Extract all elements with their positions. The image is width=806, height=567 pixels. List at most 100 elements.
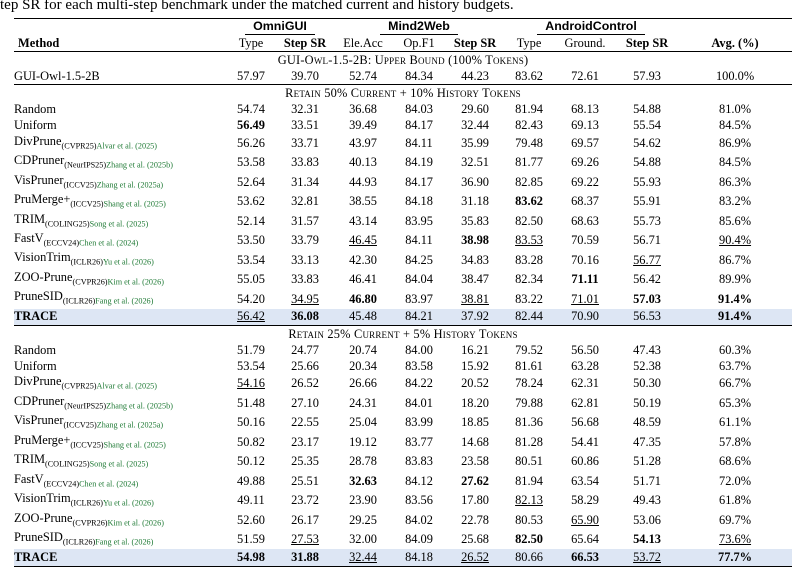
- value-text: 82.50: [515, 532, 543, 547]
- method-venue: (NeurIPS25): [64, 160, 107, 170]
- value-text: 26.52: [461, 550, 489, 565]
- header-androidcontrol: AndroidControl: [504, 18, 679, 36]
- value-text: 85.6%: [719, 213, 752, 228]
- value-text: 82.85: [515, 174, 543, 189]
- method-venue: (ICCV25): [63, 180, 97, 190]
- value-cell: 27.62: [446, 472, 504, 491]
- value-text: 84.17: [405, 174, 433, 189]
- method-name: TRACE: [14, 550, 58, 565]
- value-text: 55.93: [633, 174, 661, 189]
- method-cell: Random: [14, 342, 226, 358]
- value-cell: 42.30: [334, 250, 392, 269]
- value-cell: 54.20: [226, 289, 276, 308]
- value-cell: 77.7%: [678, 549, 793, 567]
- value-cell: 84.09: [392, 530, 446, 549]
- method-name: Random: [14, 342, 56, 357]
- method-cell: DivPrune(CVPR25)Alvar et al. (2025): [14, 134, 226, 153]
- method-citation: Alvar et al. (2025): [96, 141, 158, 151]
- value-text: 69.7%: [719, 512, 752, 527]
- value-text: 56.77: [633, 252, 661, 267]
- value-text: 83.95: [405, 213, 433, 228]
- value-cell: 86.3%: [678, 173, 792, 192]
- value-cell: 32.31: [276, 101, 334, 117]
- method-cell: ZOO-Prune(CVPR26)Kim et al. (2026): [14, 511, 226, 530]
- method-name: ZOO-Prune: [14, 269, 73, 284]
- method-cell: VisPruner(ICCV25)Zhang et al. (2025a): [14, 413, 226, 432]
- value-text: 100.0%: [715, 68, 755, 83]
- value-cell: 68.13: [554, 101, 616, 117]
- method-citation: Zhang et al. (2025a): [96, 180, 164, 190]
- value-text: 29.60: [461, 102, 489, 117]
- value-cell: 69.22: [554, 173, 616, 192]
- method-name: VisionTrim: [14, 491, 71, 506]
- value-text: 70.16: [571, 252, 599, 267]
- value-cell: 86.9%: [678, 134, 792, 153]
- value-text: 51.79: [237, 342, 265, 357]
- value-text: 36.90: [461, 174, 489, 189]
- value-cell: 49.43: [616, 491, 678, 510]
- value-cell: 20.52: [446, 374, 504, 393]
- method-name: Uniform: [14, 118, 57, 133]
- value-cell: 89.9%: [678, 270, 792, 289]
- method-citation: Kim et al. (2026): [107, 518, 164, 527]
- value-cell: 51.71: [616, 472, 678, 491]
- benchmark-header-row: OmniGUI Mind2Web AndroidControl: [14, 18, 793, 36]
- value-cell: 84.11: [392, 231, 446, 250]
- value-cell: 31.18: [446, 192, 504, 211]
- value-text: 28.78: [349, 454, 377, 469]
- value-text: 37.92: [461, 309, 489, 324]
- value-cell: 58.29: [554, 491, 616, 510]
- value-text: 34.95: [291, 291, 319, 306]
- method-citation: Zhang et al. (2025b): [106, 160, 173, 170]
- value-cell: 83.28: [504, 250, 554, 269]
- value-cell: 90.4%: [678, 231, 792, 250]
- col-omnigui-stepsr: Step SR: [283, 35, 327, 50]
- col-android-type: Type: [516, 35, 542, 50]
- value-text: 31.18: [461, 194, 489, 209]
- value-cell: 50.16: [226, 413, 276, 432]
- table-row: VisPruner(ICCV25)Zhang et al. (2025a) 52.…: [14, 173, 792, 192]
- table-row: Uniform 56.49 33.51 39.49 84.17 32.44 82.43 69.…: [14, 118, 792, 134]
- value-text: 53.62: [237, 194, 265, 209]
- value-text: 22.55: [291, 415, 319, 430]
- method-name: Random: [14, 102, 56, 117]
- value-cell: 68.6%: [678, 452, 792, 471]
- method-cell: TRACE: [14, 308, 226, 326]
- value-text: 83.56: [405, 493, 433, 508]
- value-text: 49.88: [237, 473, 265, 488]
- value-text: 56.53: [633, 309, 661, 324]
- table-row: Random 51.79 24.77 20.74 84.00 16.21 79.52 56.5…: [14, 342, 792, 358]
- value-cell: 47.43: [616, 342, 678, 358]
- value-cell: 57.03: [616, 289, 678, 308]
- value-text: 33.83: [291, 155, 319, 170]
- method-cell: CDPruner(NeurIPS25)Zhang et al. (2025b): [14, 153, 226, 172]
- value-cell: 54.62: [616, 134, 678, 153]
- value-cell: 62.81: [554, 394, 616, 413]
- method-venue: (ECCV24): [43, 238, 80, 248]
- method-cell: Uniform: [14, 358, 226, 374]
- method-venue: (ICLR26): [70, 498, 103, 508]
- value-text: 68.37: [571, 194, 599, 209]
- value-text: 44.23: [461, 68, 489, 83]
- value-text: 46.80: [349, 291, 377, 306]
- value-cell: 25.66: [276, 358, 334, 374]
- value-cell: 49.88: [226, 472, 276, 491]
- value-cell: 84.18: [392, 549, 447, 567]
- value-text: 79.88: [515, 395, 543, 410]
- value-text: 71.01: [571, 291, 599, 306]
- value-text: 69.22: [571, 174, 599, 189]
- section-title: GUI-Owl-1.5-2B: Upper Bound (100% Tokens…: [14, 51, 793, 69]
- value-text: 53.54: [237, 358, 265, 373]
- value-text: 47.35: [633, 434, 661, 449]
- value-cell: 70.59: [554, 231, 616, 250]
- value-text: 86.7%: [719, 252, 752, 267]
- table-row: PruMerge+(ICCV25)Shang et al. (2025) 50.8…: [14, 433, 792, 452]
- value-cell: 81.61: [504, 358, 554, 374]
- value-cell: 52.60: [226, 511, 276, 530]
- value-cell: 78.24: [504, 374, 554, 393]
- col-mind2web-stepsr: Step SR: [453, 35, 497, 50]
- method-cell: Uniform: [14, 118, 226, 134]
- method-citation: Zhang et al. (2025b): [106, 401, 173, 411]
- value-cell: 84.5%: [678, 118, 792, 134]
- value-cell: 83.56: [392, 491, 446, 510]
